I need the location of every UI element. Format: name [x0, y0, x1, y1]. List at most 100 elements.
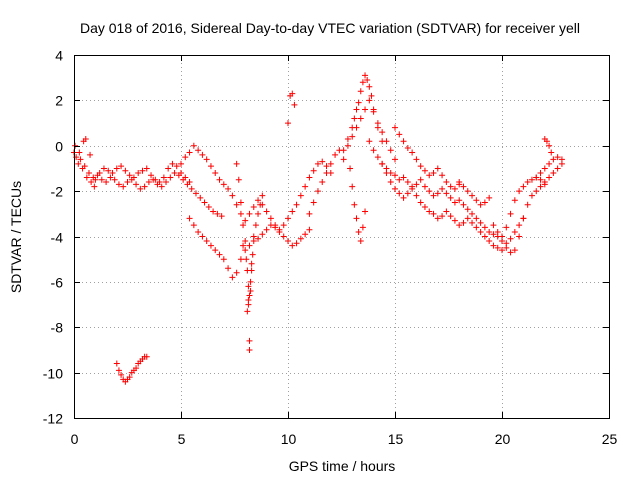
- data-point: [118, 371, 125, 378]
- data-point: [357, 238, 364, 245]
- y-tick-label: -2: [51, 184, 64, 200]
- data-point: [447, 183, 454, 190]
- data-point: [199, 233, 206, 240]
- data-point: [207, 242, 214, 249]
- data-point: [85, 169, 92, 176]
- data-point: [464, 206, 471, 213]
- data-point: [460, 201, 467, 208]
- data-point: [490, 222, 497, 229]
- data-point: [250, 204, 257, 211]
- data-point: [392, 172, 398, 179]
- data-point: [173, 163, 180, 170]
- x-tick-label: 0: [71, 431, 79, 447]
- data-point: [456, 197, 463, 204]
- data-point: [190, 222, 197, 229]
- data-point: [456, 222, 463, 229]
- data-point: [235, 176, 242, 183]
- data-point: [528, 192, 535, 199]
- data-point: [171, 169, 178, 176]
- data-point: [400, 194, 407, 201]
- data-point: [247, 278, 254, 285]
- data-point: [233, 160, 240, 167]
- data-point: [473, 215, 480, 222]
- data-point: [355, 99, 362, 106]
- data-point: [379, 138, 386, 145]
- data-point: [314, 188, 321, 195]
- data-point: [351, 115, 358, 122]
- data-point: [201, 199, 208, 206]
- data-point: [344, 135, 351, 142]
- data-point: [137, 185, 144, 192]
- data-point: [340, 147, 347, 154]
- data-point: [250, 233, 257, 240]
- data-point: [486, 228, 493, 235]
- data-point: [237, 199, 244, 206]
- data-point: [443, 179, 450, 186]
- data-point: [481, 233, 488, 240]
- data-point: [528, 176, 535, 183]
- grid-lines: [74, 55, 609, 418]
- data-point: [122, 167, 129, 174]
- data-point: [439, 213, 446, 220]
- data-point: [434, 215, 441, 222]
- y-tick-label: 2: [55, 93, 63, 109]
- data-point: [490, 242, 497, 249]
- data-point: [263, 208, 270, 215]
- data-point: [533, 174, 540, 181]
- data-point: [203, 238, 210, 245]
- data-point: [124, 179, 131, 186]
- data-point: [195, 147, 202, 154]
- data-point: [247, 287, 254, 294]
- data-point: [473, 224, 480, 231]
- data-point: [83, 174, 90, 181]
- data-point: [520, 215, 527, 222]
- data-point: [430, 192, 437, 199]
- data-point: [143, 353, 150, 360]
- data-point: [225, 265, 232, 272]
- data-point: [353, 106, 360, 113]
- data-point: [242, 238, 249, 245]
- data-point: [332, 151, 339, 158]
- data-point: [554, 154, 561, 161]
- data-point: [379, 129, 386, 136]
- data-point: [184, 181, 191, 188]
- data-point: [310, 167, 317, 174]
- data-point: [280, 222, 287, 229]
- data-point: [148, 172, 155, 179]
- data-point: [263, 226, 270, 233]
- data-point: [154, 181, 161, 188]
- data-point: [351, 201, 358, 208]
- data-point: [205, 204, 212, 211]
- data-point: [537, 183, 544, 190]
- data-point: [175, 172, 182, 179]
- data-point: [392, 185, 398, 192]
- chart-title: Day 018 of 2016, Sidereal Day-to-day VTE…: [80, 20, 580, 36]
- data-point: [443, 208, 450, 215]
- data-point: [344, 142, 351, 149]
- data-point: [516, 188, 523, 195]
- data-point: [109, 169, 116, 176]
- data-point: [541, 181, 548, 188]
- data-point: [503, 224, 510, 231]
- data-point: [218, 213, 225, 220]
- data-point: [252, 222, 259, 229]
- data-point: [276, 226, 283, 233]
- data-point: [233, 201, 240, 208]
- data-point: [430, 210, 437, 217]
- data-point: [128, 176, 135, 183]
- data-point: [464, 188, 471, 195]
- data-point: [477, 201, 484, 208]
- data-point: [460, 219, 467, 226]
- data-point: [165, 165, 172, 172]
- data-point: [291, 101, 298, 108]
- data-point: [469, 219, 476, 226]
- data-point: [421, 204, 428, 211]
- data-point: [323, 169, 330, 176]
- data-point: [494, 244, 501, 251]
- data-point: [229, 192, 236, 199]
- data-point: [460, 183, 467, 190]
- data-point: [246, 346, 253, 353]
- data-point: [546, 142, 553, 149]
- data-point: [355, 228, 362, 235]
- data-point: [374, 154, 381, 161]
